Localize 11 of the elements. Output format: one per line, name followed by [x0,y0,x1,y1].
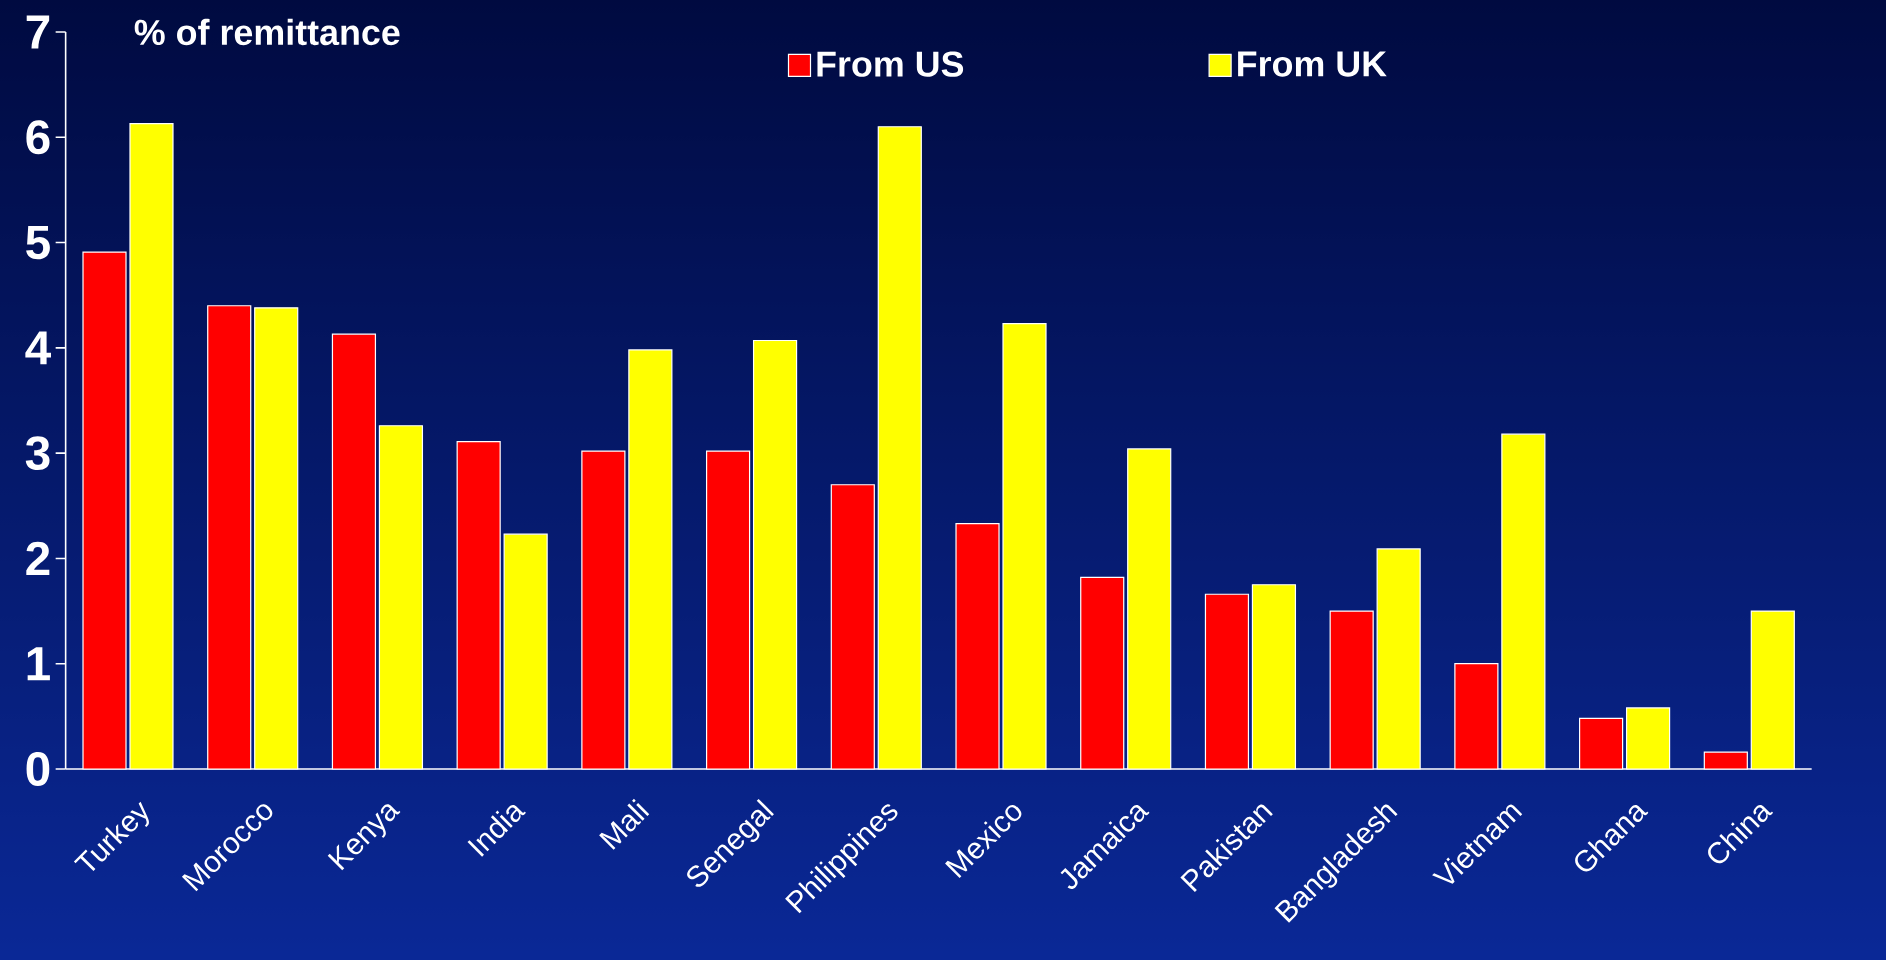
y-tick-label: 2 [26,541,50,576]
y-tick-label: 6 [26,120,50,155]
y-tick-label: 1 [27,647,50,681]
y-tick-label: 3 [25,436,50,471]
y-tick-label: 4 [25,331,51,365]
legend-label: From US [817,51,964,77]
y-axis-title: % of remittance [134,18,400,46]
y-tick-label: 0 [26,752,50,786]
y-tick-label: 7 [26,15,50,49]
legend-label: From UK [1238,51,1387,77]
y-tick-label: 5 [26,225,50,260]
